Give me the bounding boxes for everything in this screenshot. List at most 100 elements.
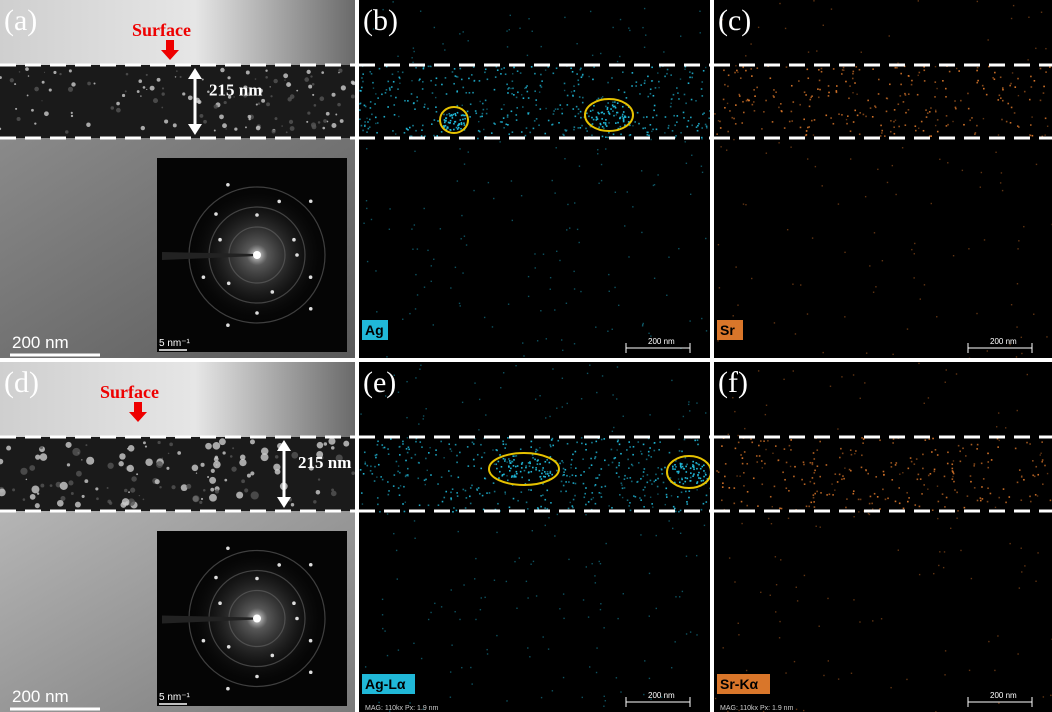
count: [481, 116, 483, 118]
count: [533, 561, 534, 562]
particle: [326, 112, 330, 116]
count: [664, 467, 666, 469]
count: [657, 72, 658, 73]
count: [397, 471, 399, 473]
count: [825, 115, 827, 117]
count: [361, 77, 363, 79]
count: [698, 477, 700, 479]
count: [675, 466, 677, 468]
count: [549, 472, 551, 474]
count: [786, 462, 788, 464]
count: [576, 43, 577, 44]
count: [691, 155, 692, 156]
particle: [318, 121, 321, 124]
count: [861, 437, 863, 439]
particle: [289, 120, 293, 124]
count: [647, 474, 649, 476]
count: [631, 85, 633, 87]
count: [852, 493, 854, 495]
count: [461, 215, 462, 216]
count: [398, 77, 400, 79]
particle: [307, 111, 310, 114]
count: [983, 88, 985, 90]
count: [1003, 488, 1005, 490]
count: [791, 85, 793, 87]
count: [398, 487, 400, 489]
count: [944, 674, 945, 675]
count: [580, 127, 582, 129]
count: [1032, 460, 1034, 462]
particle: [201, 498, 203, 500]
count: [472, 92, 474, 94]
count: [1044, 134, 1045, 135]
count: [468, 78, 470, 80]
count: [417, 100, 419, 102]
count: [988, 641, 989, 642]
count: [784, 127, 786, 129]
count: [553, 110, 555, 112]
count: [449, 122, 451, 124]
count: [960, 461, 962, 463]
count: [819, 476, 821, 478]
count: [511, 93, 513, 95]
count: [596, 452, 598, 454]
count: [510, 15, 511, 16]
count: [806, 69, 808, 71]
scale-bar-label: 200 nm: [12, 333, 69, 352]
count: [453, 129, 455, 131]
count: [977, 500, 979, 502]
count: [585, 128, 587, 130]
count: [680, 510, 682, 512]
count: [467, 40, 468, 41]
count: [569, 227, 570, 228]
particle: [66, 442, 72, 448]
count: [1002, 87, 1004, 89]
count: [697, 444, 699, 446]
particle: [258, 102, 261, 105]
count: [671, 667, 672, 668]
count: [772, 453, 773, 454]
count: [747, 491, 749, 493]
count: [831, 8, 832, 9]
count: [696, 489, 697, 490]
count: [399, 454, 401, 456]
count: [552, 180, 553, 181]
count: [493, 482, 495, 484]
count: [654, 105, 656, 107]
count: [794, 466, 796, 468]
count: [443, 114, 445, 116]
count: [929, 438, 931, 440]
count: [683, 112, 685, 114]
count: [775, 556, 776, 557]
count: [937, 131, 939, 133]
count: [679, 450, 681, 452]
count: [675, 135, 677, 137]
count: [681, 479, 683, 481]
count: [370, 101, 372, 103]
count: [1040, 100, 1042, 102]
count: [939, 551, 940, 552]
particle: [107, 487, 109, 489]
count: [814, 470, 816, 472]
count: [851, 673, 852, 674]
count: [657, 493, 658, 494]
count: [567, 204, 568, 205]
count: [643, 694, 644, 695]
count: [503, 474, 505, 476]
count: [471, 74, 473, 76]
count: [541, 86, 543, 88]
count: [698, 464, 700, 466]
count: [369, 126, 371, 128]
count: [980, 500, 982, 502]
count: [934, 81, 936, 83]
count: [501, 121, 503, 123]
count: [573, 85, 575, 87]
count: [572, 108, 574, 110]
count: [504, 447, 506, 449]
count: [924, 403, 925, 404]
count: [613, 427, 614, 428]
count: [686, 633, 687, 634]
count: [413, 103, 415, 105]
count: [441, 84, 443, 86]
count: [929, 111, 931, 113]
